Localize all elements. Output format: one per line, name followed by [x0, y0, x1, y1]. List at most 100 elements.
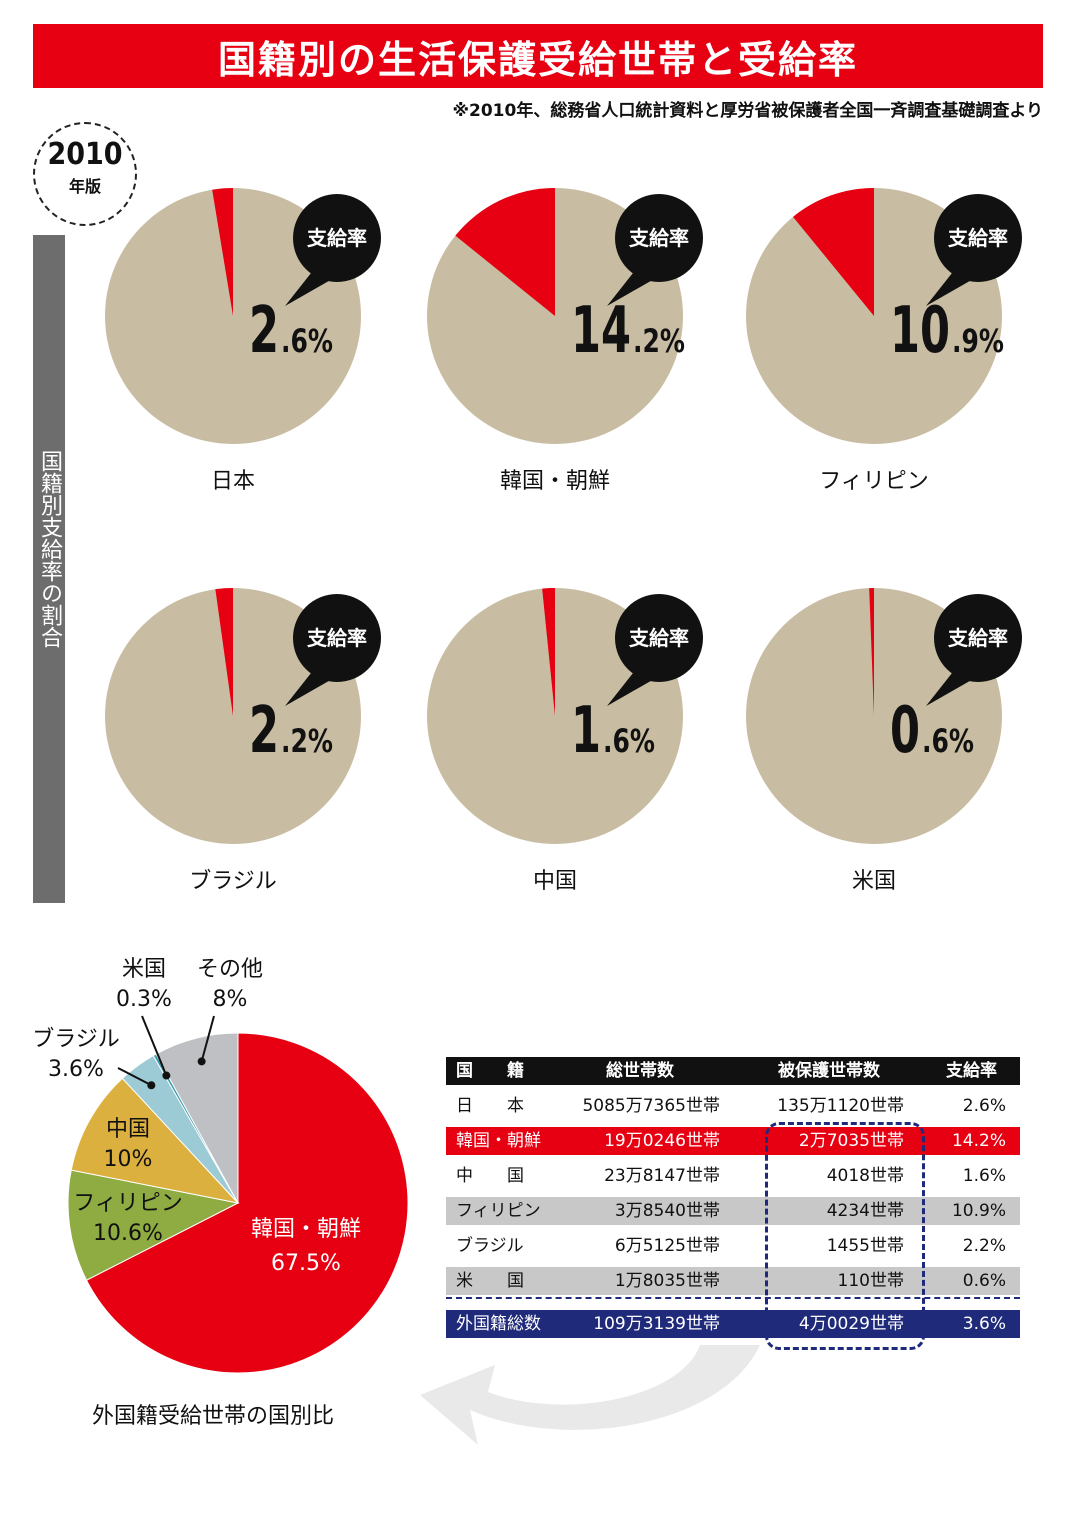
- cell-rate: 0.6%: [962, 1271, 1006, 1291]
- header-rate: 支給率: [946, 1061, 997, 1081]
- rate-int: 0: [890, 694, 920, 768]
- table-row: ブラジル 6万5125世帯 1455世帯 2.2%: [446, 1232, 1020, 1260]
- rate-pie-1: 支給率 14.2% 韓国・朝鮮: [427, 188, 703, 494]
- bubble: [293, 594, 381, 682]
- rate-dec: .9%: [952, 322, 1004, 360]
- rate-slice: [869, 588, 874, 716]
- cell-protected: 135万1120世帯: [777, 1096, 904, 1116]
- header-protected: 被保護世帯数: [778, 1061, 880, 1081]
- leader-line: [200, 1015, 215, 1062]
- table-header-row: 国 籍 総世帯数 被保護世帯数 支給率: [446, 1057, 1020, 1085]
- cell-protected: 2万7035世帯: [798, 1131, 904, 1151]
- rate-int: 10: [890, 294, 950, 368]
- cell-protected: 110世帯: [837, 1271, 904, 1291]
- cell-total: 109万3139世帯: [593, 1314, 720, 1334]
- table-row: 外国籍総数 109万3139世帯 4万0029世帯 3.6%: [446, 1310, 1020, 1338]
- rate-int: 14: [571, 294, 631, 368]
- cell-rate: 14.2%: [951, 1131, 1006, 1151]
- rate-dec: .6%: [281, 322, 333, 360]
- rate-pie-2: 支給率 10.9% フィリピン: [746, 188, 1022, 494]
- cell-rate: 2.6%: [962, 1096, 1006, 1116]
- table-row: 中 国 23万8147世帯 4018世帯 1.6%: [446, 1162, 1020, 1190]
- cell-rate: 2.2%: [962, 1236, 1006, 1256]
- table-divider: [446, 1297, 1020, 1299]
- rate-int: 1: [571, 694, 601, 768]
- page-title: 国籍別の生活保護受給世帯と受給率: [33, 24, 1043, 88]
- household-table: 国 籍 総世帯数 被保護世帯数 支給率 日 本 5085万7365世帯 135万11…: [446, 1057, 1020, 1345]
- rate-slice: [212, 188, 233, 316]
- cell-rate: 3.6%: [962, 1314, 1006, 1334]
- cell-rate: 1.6%: [962, 1166, 1006, 1186]
- table-row: 日 本 5085万7365世帯 135万1120世帯 2.6%: [446, 1092, 1020, 1120]
- cell-nationality: 外国籍総数: [456, 1314, 541, 1334]
- cell-total: 19万0246世帯: [604, 1131, 720, 1151]
- edition-text: 年版: [68, 177, 101, 196]
- rate-slice: [793, 188, 874, 316]
- country-label: 米国: [852, 869, 896, 894]
- bubble-label: 支給率: [307, 626, 367, 650]
- rate-dec: .2%: [281, 722, 333, 760]
- bubble: [293, 194, 381, 282]
- share-label-value: 0.3%: [116, 987, 172, 1012]
- cell-total: 5085万7365世帯: [582, 1096, 720, 1116]
- bubble: [934, 194, 1022, 282]
- year-badge: 2010 年版: [33, 122, 137, 226]
- country-label: 韓国・朝鮮: [500, 469, 610, 494]
- year-text: 2010: [47, 137, 123, 172]
- header-nationality: 国 籍: [456, 1061, 524, 1081]
- leader-line: [141, 1015, 168, 1076]
- share-slice-0: [85, 1032, 409, 1374]
- share-slice-2: [70, 1077, 240, 1204]
- table-row: 韓国・朝鮮 19万0246世帯 2万7035世帯 14.2%: [446, 1127, 1020, 1155]
- share-label-name: ブラジル: [32, 1027, 120, 1052]
- country-label: フィリピン: [819, 469, 929, 494]
- protected-column-highlight: [765, 1122, 925, 1350]
- bubble-label: 支給率: [629, 226, 689, 250]
- share-label-name: 韓国・朝鮮: [251, 1217, 361, 1242]
- rate-dec: .6%: [922, 722, 974, 760]
- rate-dec: .6%: [603, 722, 655, 760]
- leader-line: [117, 1067, 152, 1087]
- cell-total: 23万8147世帯: [604, 1166, 720, 1186]
- cell-total: 3万8540世帯: [614, 1201, 720, 1221]
- cell-nationality: 日 本: [456, 1096, 524, 1116]
- pie-caption: 外国籍受給世帯の国別比: [92, 1404, 335, 1429]
- rate-int: 2: [249, 694, 279, 768]
- cell-protected: 4018世帯: [826, 1166, 904, 1186]
- share-label-value: 67.5%: [271, 1251, 341, 1276]
- share-label-value: 8%: [213, 987, 248, 1012]
- share-label-name: フィリピン: [73, 1191, 183, 1216]
- cell-protected: 1455世帯: [826, 1236, 904, 1256]
- bubble-label: 支給率: [307, 226, 367, 250]
- cell-protected: 4234世帯: [826, 1201, 904, 1221]
- share-label-value: 10%: [104, 1147, 153, 1172]
- cell-total: 1万8035世帯: [614, 1271, 720, 1291]
- cell-nationality: ブラジル: [456, 1236, 524, 1256]
- cell-protected: 4万0029世帯: [798, 1314, 904, 1334]
- leader-dot: [147, 1081, 156, 1090]
- cell-nationality: フィリピン: [456, 1201, 541, 1221]
- bubble-label: 支給率: [629, 626, 689, 650]
- cell-rate: 10.9%: [951, 1201, 1006, 1221]
- rate-pie-0: 支給率 2.6% 日本: [105, 188, 381, 494]
- share-label-value: 3.6%: [48, 1057, 104, 1082]
- side-bar-label: 国籍別支給率の割合: [37, 450, 62, 648]
- rate-pie-4: 支給率 1.6% 中国: [427, 588, 703, 894]
- rate-dec: .2%: [633, 322, 685, 360]
- bubble: [615, 194, 703, 282]
- bubble: [615, 594, 703, 682]
- table-row: フィリピン 3万8540世帯 4234世帯 10.9%: [446, 1197, 1020, 1225]
- rate-slice: [542, 588, 555, 716]
- share-slice-5: [155, 1032, 239, 1204]
- rate-int: 2: [249, 294, 279, 368]
- share-slice-1: [67, 1169, 240, 1281]
- source-note: ※2010年、総務省人口統計資料と厚労省被保護者全国一斉調査基礎調査より: [452, 101, 1044, 121]
- cell-nationality: 韓国・朝鮮: [456, 1131, 541, 1151]
- share-label-value: 10.6%: [93, 1221, 163, 1246]
- share-label-name: 中国: [106, 1117, 150, 1142]
- leader-dot: [162, 1071, 171, 1080]
- rate-slice: [455, 188, 555, 316]
- share-label-name: 米国: [122, 957, 166, 982]
- share-label-name: その他: [197, 957, 263, 982]
